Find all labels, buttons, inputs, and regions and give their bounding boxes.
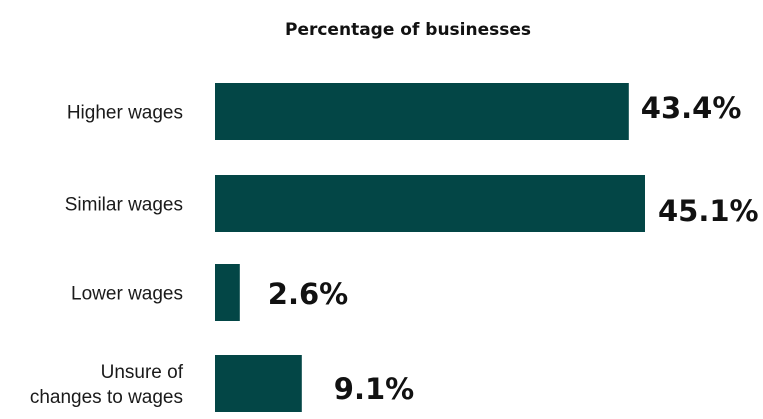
category-label-0: Higher wages (67, 103, 183, 124)
value-label-3: 9.1% (334, 372, 414, 406)
chart-title: Percentage of businesses (285, 20, 531, 40)
category-label-1: Similar wages (65, 195, 183, 216)
value-label-1: 45.1% (658, 194, 759, 228)
bar-0 (215, 83, 629, 140)
bar-2 (215, 264, 240, 321)
category-label-2: Lower wages (71, 284, 183, 305)
bar-3 (215, 355, 302, 412)
value-label-2: 2.6% (268, 277, 348, 311)
bar-1 (215, 175, 645, 232)
category-label-3-line-0: Unsure of (101, 362, 184, 383)
bars-group (215, 83, 645, 412)
category-labels-group: Higher wages Similar wages Lower wages Unsu… (30, 103, 184, 409)
category-label-3-line-1: changes to wages (30, 387, 183, 408)
value-labels-group: 43.4% 45.1% 2.6% 9.1% (268, 91, 759, 406)
value-label-0: 43.4% (641, 91, 742, 125)
